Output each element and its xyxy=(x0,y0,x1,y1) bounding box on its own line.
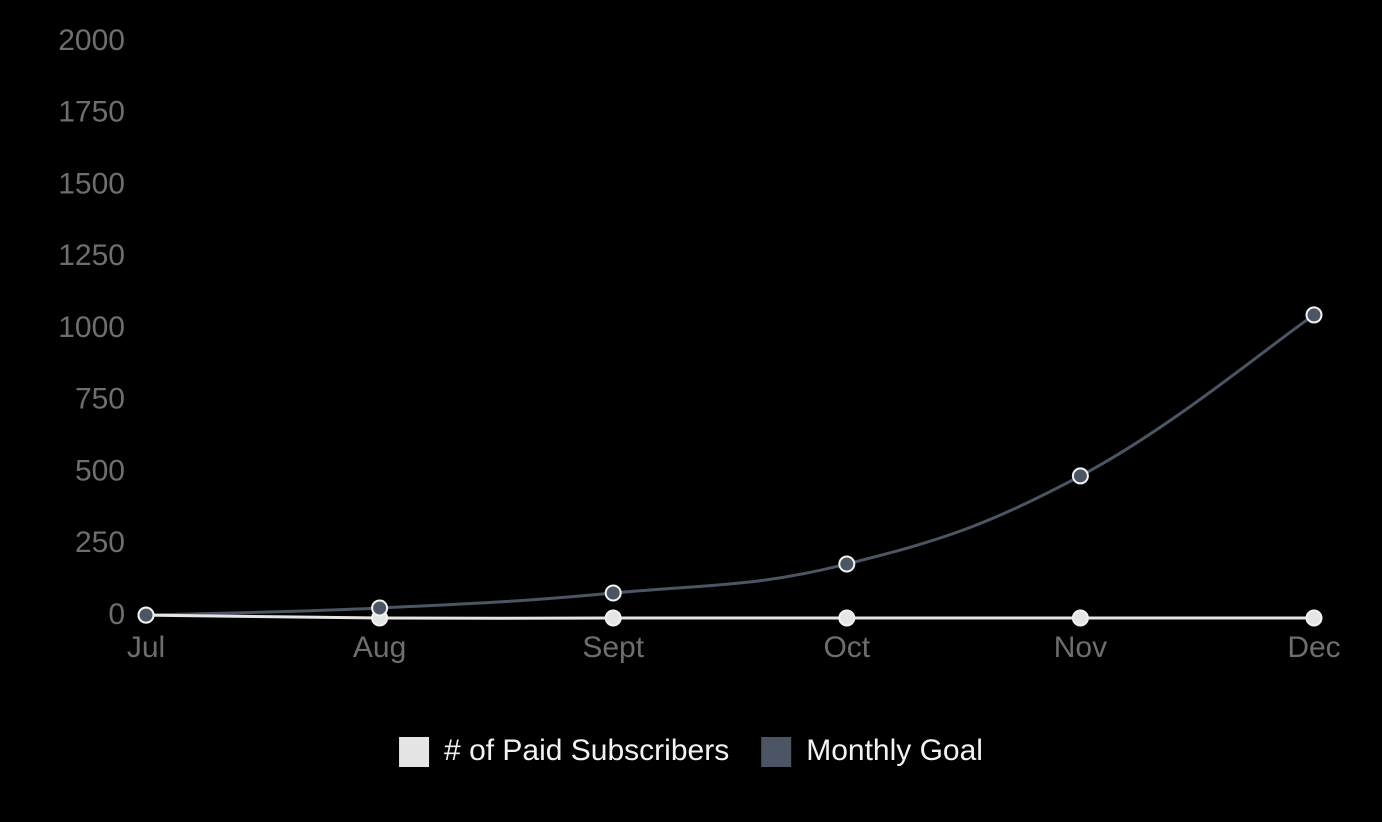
x-tick-label: Nov xyxy=(1054,631,1107,664)
y-tick-label: 1250 xyxy=(58,239,125,272)
y-tick-label: 1750 xyxy=(58,96,125,129)
data-point xyxy=(1305,609,1323,627)
x-tick-label: Oct xyxy=(823,631,870,664)
x-tick-label: Aug xyxy=(353,631,406,664)
y-tick-label: 1000 xyxy=(58,311,125,344)
data-point xyxy=(1071,609,1089,627)
y-tick-label: 250 xyxy=(75,526,125,559)
data-point xyxy=(838,609,856,627)
y-tick-label: 750 xyxy=(75,383,125,416)
y-tick-label: 0 xyxy=(108,598,125,631)
x-tick-label: Dec xyxy=(1287,631,1340,664)
data-point xyxy=(137,606,155,624)
data-point xyxy=(1305,306,1323,324)
y-tick-label: 2000 xyxy=(58,24,125,57)
legend-swatch xyxy=(761,737,792,767)
legend-text: Monthly Goal xyxy=(806,734,983,767)
y-tick-label: 1500 xyxy=(58,167,125,200)
series-line xyxy=(145,613,1314,620)
data-point xyxy=(604,584,622,602)
y-tick-label: 500 xyxy=(75,454,125,487)
data-point xyxy=(604,609,622,627)
legend: # of Paid Subscribers Monthly Goal xyxy=(399,734,983,767)
data-point xyxy=(371,599,389,617)
legend-text: # of Paid Subscribers xyxy=(444,734,729,767)
series-line xyxy=(145,313,1315,617)
x-tick-label: Sept xyxy=(582,631,644,664)
data-point xyxy=(838,555,856,573)
data-point xyxy=(1071,467,1089,485)
legend-swatch xyxy=(399,737,430,767)
x-tick-label: Jul xyxy=(127,631,165,664)
